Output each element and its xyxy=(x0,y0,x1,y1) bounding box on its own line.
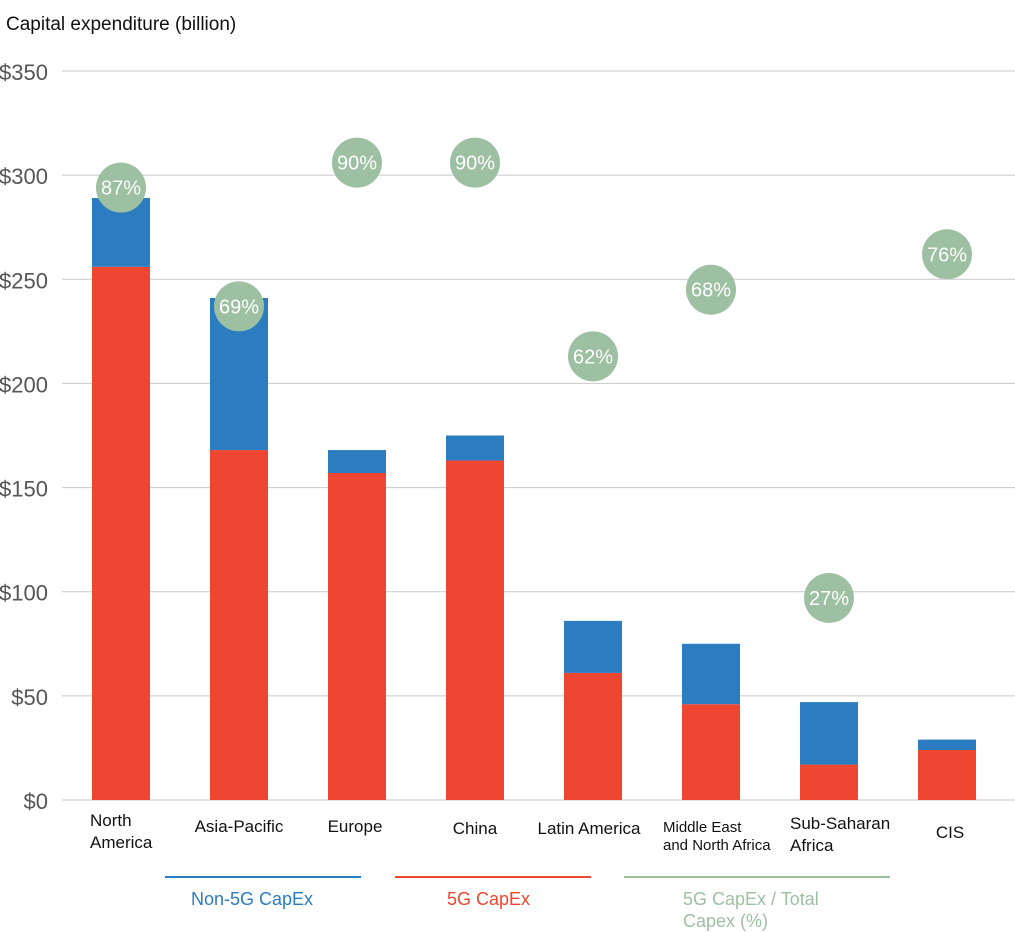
legend-line-5g xyxy=(395,876,591,878)
bar-5g-capex xyxy=(800,764,858,800)
category-label: Middle East xyxy=(663,819,742,836)
legend-label-5g: 5G CapEx xyxy=(447,889,531,909)
ratio-label: 90% xyxy=(337,153,377,175)
ratio-label: 69% xyxy=(219,296,259,318)
ratio-marker xyxy=(214,281,264,332)
stacked-bar-chart: $0 $50 $100 $150 $200 $250 $300 $350 87% 69% 90% 90… xyxy=(0,60,1015,855)
ratio-label: 27% xyxy=(809,588,849,610)
bar-non-5g-capex xyxy=(918,739,976,751)
legend-label-ratio-line-1: 5G CapEx / Total xyxy=(683,889,819,909)
bar-5g-capex xyxy=(682,704,740,800)
category-label: Latin America xyxy=(538,819,642,838)
category-label: Africa xyxy=(790,836,834,855)
y-tick-label: $250 xyxy=(0,268,48,293)
legend-label-ratio: 5G CapEx / Total Capex (%) xyxy=(624,888,890,932)
category-label: and North Africa xyxy=(663,837,771,854)
category-label: China xyxy=(453,819,498,838)
y-tick-label: $200 xyxy=(0,372,48,397)
ratio-marker xyxy=(96,162,146,213)
category-label: CIS xyxy=(936,823,964,842)
legend-label-non-5g: Non-5G CapEx xyxy=(191,889,314,909)
bar-5g-capex xyxy=(92,266,150,800)
ratio-marker xyxy=(450,137,500,188)
ratio-marker xyxy=(804,572,854,623)
bar-5g-capex xyxy=(918,750,976,800)
legend-label-ratio-line-2: Capex (%) xyxy=(683,911,769,931)
ratio-label: 90% xyxy=(455,153,495,175)
bar-5g-capex xyxy=(210,450,268,800)
legend-line-non-5g xyxy=(165,876,361,878)
ratio-marker xyxy=(332,137,382,188)
legend-line-ratio xyxy=(624,876,890,878)
y-tick-label: $300 xyxy=(0,164,48,189)
bar-non-5g-capex xyxy=(446,435,504,461)
y-tick-label: $350 xyxy=(0,60,48,85)
category-label: Sub-Saharan xyxy=(790,814,890,833)
y-tick-label: $100 xyxy=(0,581,48,606)
ratio-marker xyxy=(686,264,736,315)
bar-5g-capex xyxy=(564,672,622,800)
legend-non-5g: Non-5G CapEx xyxy=(165,876,361,910)
ratio-marker xyxy=(922,229,972,280)
ratio-label: 68% xyxy=(691,280,731,302)
category-label: North xyxy=(90,811,132,830)
ratio-label: 62% xyxy=(573,346,613,368)
category-label: Europe xyxy=(328,817,383,836)
legend-ratio: 5G CapEx / Total Capex (%) xyxy=(624,876,890,932)
bar-non-5g-capex xyxy=(682,643,740,705)
bar-5g-capex xyxy=(328,472,386,800)
y-axis-title: Capital expenditure (billion) xyxy=(6,14,237,35)
category-label: America xyxy=(90,833,153,852)
y-tick-label: $50 xyxy=(11,685,48,710)
category-label: Asia-Pacific xyxy=(195,817,284,836)
bar-5g-capex xyxy=(446,460,504,800)
y-tick-label: $0 xyxy=(24,789,48,814)
y-tick-label: $150 xyxy=(0,477,48,502)
legend-5g: 5G CapEx xyxy=(395,876,591,910)
ratio-label: 87% xyxy=(101,178,141,200)
ratio-label: 76% xyxy=(927,244,967,266)
bar-non-5g-capex xyxy=(564,620,622,673)
bar-non-5g-capex xyxy=(800,702,858,765)
bar-non-5g-capex xyxy=(328,450,386,473)
ratio-marker xyxy=(568,331,618,382)
